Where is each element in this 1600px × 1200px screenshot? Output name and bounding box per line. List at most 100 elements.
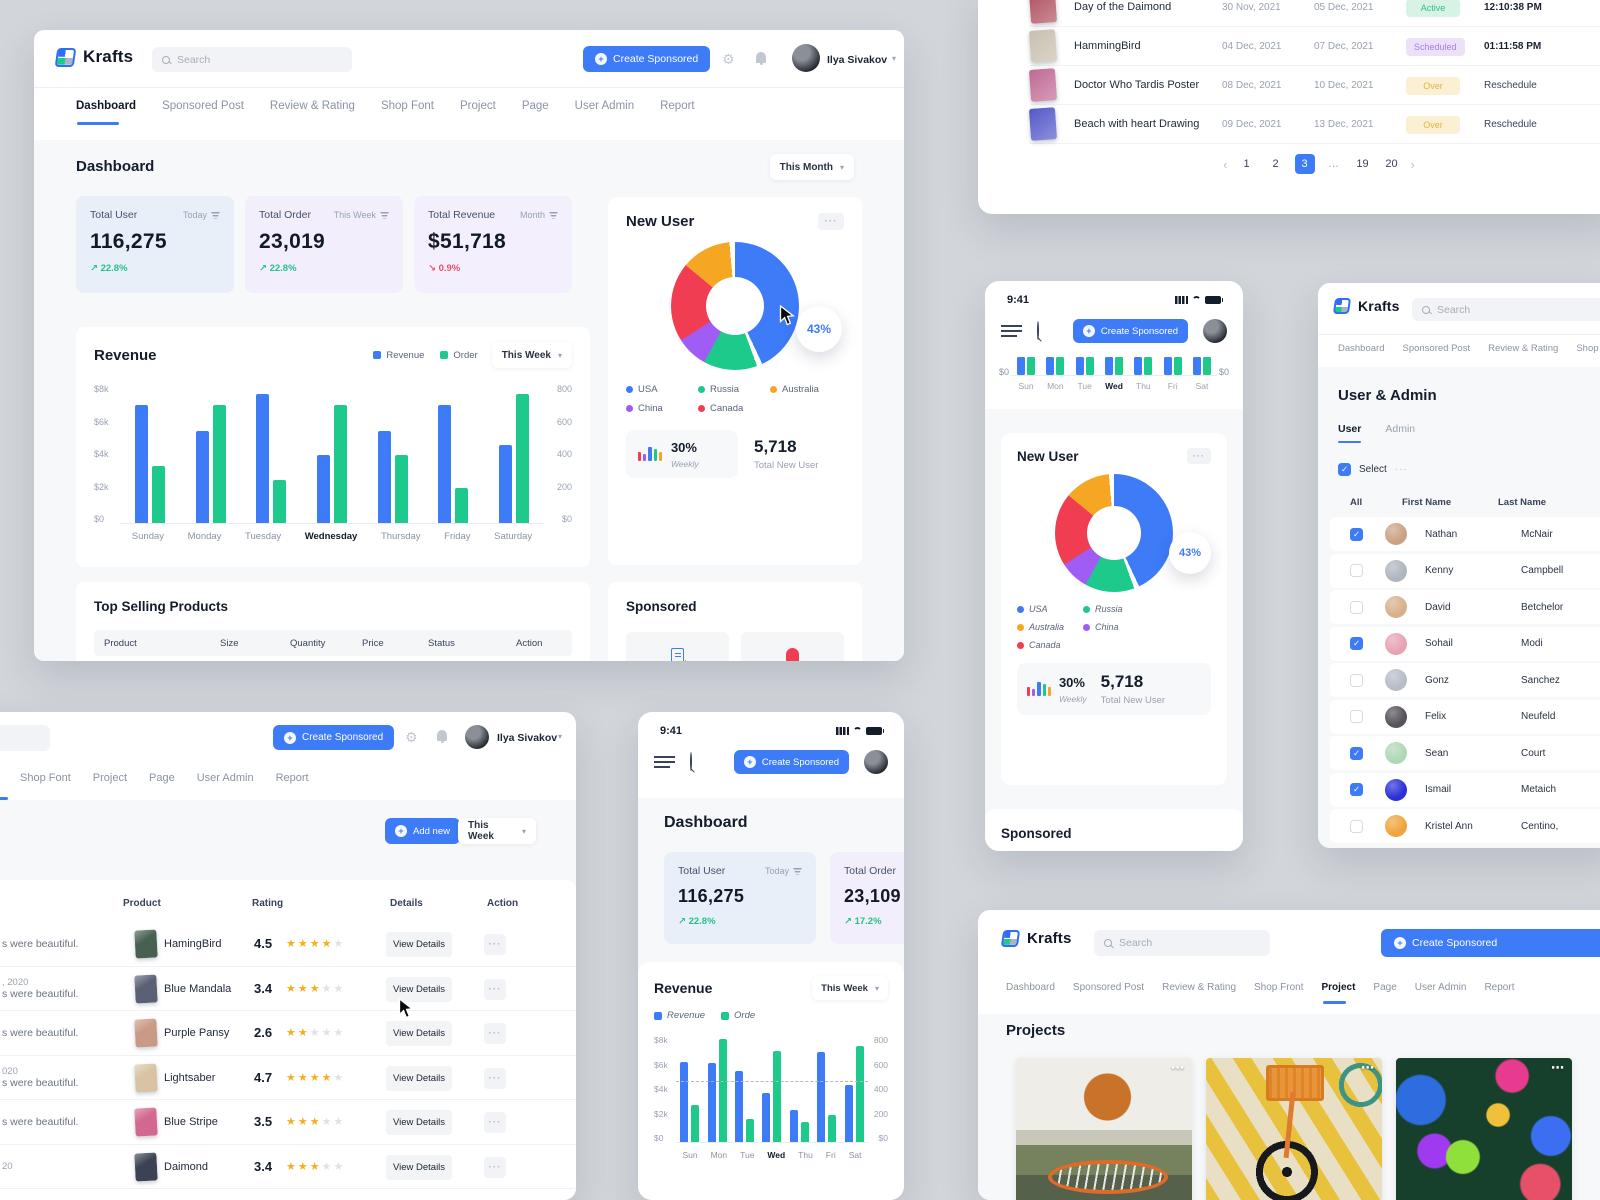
user-row-sohail[interactable]: ✓ Sohail Modi [1330,626,1600,661]
add-new-button[interactable]: + Add new [385,818,460,844]
campaign-row-hammingbird[interactable]: HammingBird 04 Dec, 2021 07 Dec, 2021 Sched… [1028,27,1600,66]
avatar[interactable] [465,725,489,749]
search-input-wrap[interactable] [152,47,352,72]
search-input[interactable] [1119,937,1260,949]
more-options-icon[interactable]: ··· [818,213,844,230]
search-input-wrap[interactable] [0,725,50,751]
revenue-period-dropdown[interactable]: This Week [491,342,572,368]
avatar[interactable] [864,750,888,774]
page-button-1[interactable]: 1 [1243,158,1250,170]
view-details-button[interactable]: View Details [386,1065,452,1091]
user-row-felix[interactable]: Felix Neufeld [1330,699,1600,734]
gear-icon[interactable]: ⚙ [405,729,418,745]
more-options-icon[interactable]: ··· [484,1112,506,1133]
nav-item-user-admin[interactable]: User Admin [1414,982,1467,993]
view-details-button[interactable]: View Details [386,932,452,957]
gear-icon[interactable]: ⚙ [722,51,735,67]
project-card-abstract-art[interactable]: ⋯ [1396,1058,1572,1200]
user-row-david[interactable]: David Betchelor [1330,590,1600,624]
user-row-nathan[interactable]: ✓ Nathan McNair [1330,517,1600,551]
user-row-sean[interactable]: ✓ Sean Court [1330,736,1600,770]
nav-item-shop-font[interactable]: Shop Font [380,100,435,112]
period-dropdown[interactable]: This Week [458,818,536,844]
stat-period-filter[interactable]: This Week [334,210,389,220]
more-options-icon[interactable]: ⋯ [1551,1060,1564,1075]
chevron-down-icon[interactable]: ▾ [558,732,563,741]
row-checkbox[interactable]: ✓ [1350,527,1363,541]
more-options-icon[interactable]: ··· [484,1067,506,1089]
create-sponsored-button[interactable]: + Create Sponsored [583,46,711,72]
nav-item-shop-font[interactable]: Shop Font [1576,343,1600,354]
krafts-logo[interactable]: Krafts [54,47,133,67]
nav-item-project[interactable]: Project [1322,982,1355,1004]
stat-period-filter[interactable]: Today [183,210,220,220]
user-row-kenny[interactable]: Kenny Campbell [1330,553,1600,588]
nav-item-sponsored-post[interactable]: Sponsored Post [1072,982,1145,993]
view-details-button[interactable]: View Details [386,1021,452,1046]
row-checkbox[interactable] [1350,564,1363,577]
bell-icon[interactable] [437,730,447,744]
project-card-basketball[interactable]: ⋯ [1016,1058,1192,1200]
period-dropdown[interactable]: This Month [769,154,854,180]
hamburger-menu-icon[interactable] [1001,324,1022,338]
row-checkbox[interactable] [1350,600,1363,614]
chevron-down-icon[interactable]: ▾ [892,54,897,63]
nav-item-report[interactable]: Report [660,100,695,112]
search-icon[interactable] [1037,321,1039,340]
nav-item-dashboard[interactable]: Dashboard [1006,982,1055,993]
sponsored-tile-notification[interactable] [741,632,844,661]
avatar[interactable] [792,44,820,72]
row-checkbox[interactable] [1350,819,1363,833]
tab-admin[interactable]: Admin [1385,423,1416,435]
campaign-row-doctor-who-tardis-poster[interactable]: Doctor Who Tardis Poster 08 Dec, 2021 10 D… [1028,66,1600,105]
nav-item-page[interactable]: Page [521,100,549,112]
row-checkbox[interactable] [1350,673,1363,687]
row-checkbox[interactable]: ✓ [1350,637,1363,650]
next-page-button[interactable]: › [1410,156,1415,172]
more-options-icon[interactable]: ··· [484,1023,506,1044]
page-button-20[interactable]: 20 [1385,158,1398,170]
nav-item-user-admin[interactable]: User Admin [196,772,254,784]
more-options-icon[interactable]: ··· [484,1156,506,1178]
nav-item-project[interactable]: Project [460,100,496,112]
more-options-icon[interactable]: ··· [1394,464,1408,475]
search-input[interactable] [177,53,342,66]
project-card-bicycle[interactable]: ⋯ [1206,1058,1382,1200]
row-checkbox[interactable]: ✓ [1350,783,1363,796]
bell-icon[interactable] [756,52,766,66]
stat-period-filter[interactable]: Month [520,210,558,220]
nav-item-shop-front[interactable]: Shop Front [1254,982,1304,993]
nav-item-shop-font[interactable]: Shop Font [20,772,71,784]
user-row-ismail[interactable]: ✓ Ismail Metaich [1330,772,1600,807]
campaign-row-beach-with-heart-drawing[interactable]: Beach with heart Drawing 09 Dec, 2021 13 D… [1028,105,1600,144]
nav-item-report[interactable]: Report [1484,982,1515,993]
create-sponsored-button[interactable]: + Create Sponsored [1381,929,1600,957]
nav-item-sponsored-post[interactable]: Sponsored Post [1402,343,1471,354]
search-input-wrap[interactable] [1412,298,1600,321]
view-details-button[interactable]: View Details [386,1110,452,1135]
more-options-icon[interactable]: ··· [484,934,506,955]
more-options-icon[interactable]: ··· [1187,448,1211,464]
more-options-icon[interactable]: ··· [484,978,506,1000]
nav-item-dashboard[interactable]: Dashboard [1338,343,1385,354]
nav-item-review-rating[interactable]: Review & Rating [1488,343,1559,354]
tab-user[interactable]: User [1338,423,1362,443]
reschedule-link[interactable]: Reschedule [1484,79,1537,91]
krafts-logo[interactable]: Krafts [1332,298,1400,314]
krafts-logo[interactable]: Krafts [1000,930,1072,947]
nav-item-review-rating[interactable]: Review & Rating [1162,982,1237,993]
row-checkbox[interactable]: ✓ [1350,746,1363,760]
campaign-row-day-of-the-daimond[interactable]: Day of the Daimond 30 Nov, 2021 05 Dec, 20… [1028,0,1600,27]
avatar[interactable] [1203,319,1227,343]
select-all-checkbox[interactable]: ✓ [1338,463,1351,476]
page-button-3[interactable]: 3 [1294,154,1315,174]
nav-item-review-rating[interactable]: Review & Rating [269,100,355,112]
page-button-19[interactable]: 19 [1356,158,1369,170]
view-details-button[interactable]: View Details [386,976,452,1002]
page-button-2[interactable]: 2 [1272,158,1279,170]
prev-page-button[interactable]: ‹ [1223,156,1228,172]
search-input-wrap[interactable] [1094,930,1270,956]
hamburger-menu-icon[interactable] [654,755,675,769]
create-sponsored-button[interactable]: + Create Sponsored [273,725,395,750]
search-input[interactable] [1437,303,1598,316]
